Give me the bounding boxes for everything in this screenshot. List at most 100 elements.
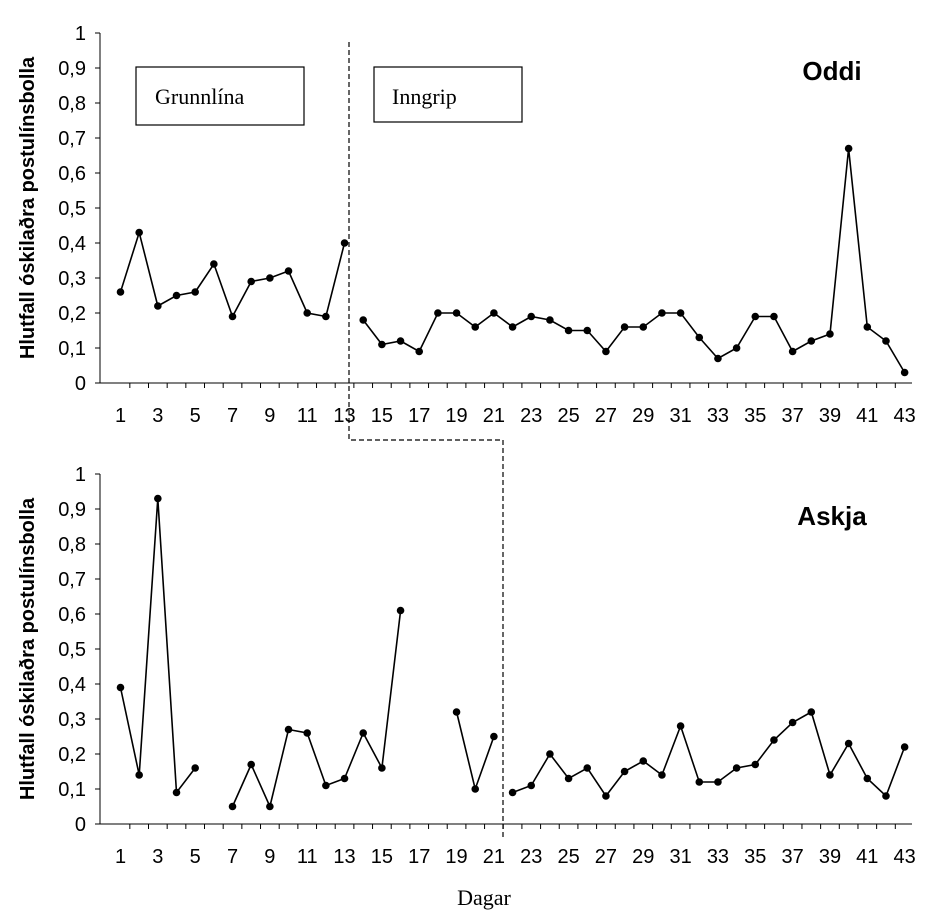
data-point: [228, 312, 237, 321]
data-point: [863, 774, 872, 783]
data-point: [340, 239, 349, 247]
x-tick-label: 11: [297, 846, 318, 868]
phase-box-intervention: [373, 66, 523, 123]
data-point: [826, 330, 834, 338]
y-axis-label: Hlutfall óskilaðra postulínsbolla: [17, 56, 39, 359]
x-tick-label: 29: [632, 405, 654, 427]
data-point: [359, 729, 368, 737]
data-point: [714, 354, 722, 363]
y-tick-label: 0,4: [58, 233, 86, 255]
y-tick-label: 0,1: [58, 338, 86, 360]
data-point: [751, 312, 760, 321]
data-point: [844, 739, 853, 748]
x-tick-label: 33: [707, 405, 729, 427]
data-point: [658, 309, 666, 317]
x-tick-label: 1: [115, 846, 126, 868]
y-tick-label: 1: [75, 464, 86, 486]
data-point: [490, 309, 498, 317]
x-tick-label: 7: [227, 846, 238, 868]
panel-title: Oddi: [802, 56, 861, 86]
data-point: [116, 683, 125, 692]
data-point: [154, 494, 162, 503]
data-point: [639, 757, 648, 765]
data-point: [452, 309, 461, 317]
data-point: [527, 781, 536, 790]
data-point: [228, 802, 237, 811]
data-point: [359, 316, 368, 324]
x-tick-label: 5: [190, 405, 201, 427]
data-point: [247, 760, 255, 769]
x-tick-label: 9: [264, 846, 275, 868]
data-point: [210, 260, 218, 268]
phase-box-baseline: [135, 66, 305, 126]
chart-panel-oddi: 00,10,20,30,40,50,60,70,80,911 3 5 7 9 11 13 15…: [17, 23, 916, 427]
data-point: [116, 288, 125, 296]
data-point: [546, 750, 554, 758]
y-tick-label: 0: [75, 373, 86, 395]
x-tick-label: 41: [856, 846, 878, 868]
y-axis-label: Hlutfall óskilaðra postulínsbolla: [17, 497, 39, 800]
data-point: [322, 312, 330, 321]
x-tick-label: 13: [333, 846, 355, 868]
x-tick-label: 11: [297, 405, 318, 427]
data-point: [639, 323, 648, 331]
x-tick-label: 23: [520, 846, 542, 868]
y-tick-label: 0,8: [58, 534, 86, 556]
data-point: [303, 309, 312, 317]
y-tick-label: 0,9: [58, 499, 86, 521]
x-tick-label: 19: [445, 405, 467, 427]
data-point: [583, 326, 592, 335]
data-point: [135, 228, 143, 237]
data-point: [378, 340, 386, 349]
data-point: [900, 368, 909, 377]
data-point: [882, 337, 890, 345]
data-point: [191, 288, 199, 296]
data-point: [602, 347, 610, 356]
data-point: [508, 788, 517, 797]
series-line: [455, 711, 495, 792]
y-tick-label: 0,3: [58, 709, 86, 731]
data-point: [676, 722, 685, 730]
x-tick-label: 7: [227, 405, 238, 427]
data-point: [882, 792, 890, 800]
x-tick-label: 43: [894, 405, 916, 427]
data-point: [471, 785, 480, 793]
data-point: [770, 312, 778, 321]
series-line: [362, 148, 906, 373]
data-point: [266, 802, 274, 811]
x-tick-label: 23: [520, 405, 542, 427]
x-tick-label: 3: [152, 405, 163, 427]
data-point: [396, 337, 405, 345]
x-tick-label: 3: [152, 846, 163, 868]
data-point: [732, 344, 741, 352]
data-point: [303, 729, 312, 737]
x-tick-label: 25: [557, 405, 579, 427]
x-tick-label: 33: [707, 846, 729, 868]
data-point: [172, 291, 181, 300]
x-tick-label: 1: [115, 405, 126, 427]
y-tick-label: 0,3: [58, 268, 86, 290]
x-tick-label: 27: [595, 405, 617, 427]
data-point: [322, 781, 330, 790]
data-point: [172, 788, 181, 797]
series-line: [512, 710, 906, 798]
y-tick-label: 0,2: [58, 744, 86, 766]
data-point: [154, 302, 162, 310]
data-point: [770, 736, 778, 744]
y-tick-label: 0: [75, 814, 86, 836]
data-point: [695, 778, 704, 786]
panel-title: Askja: [797, 501, 867, 531]
data-point: [676, 309, 685, 317]
data-point: [284, 725, 293, 734]
data-point: [508, 323, 517, 331]
phase-change-line: [348, 42, 504, 838]
data-point: [546, 316, 554, 324]
data-point: [620, 323, 629, 331]
x-tick-label: 31: [669, 405, 691, 427]
y-tick-label: 0,5: [58, 198, 86, 220]
y-tick-label: 0,6: [58, 163, 86, 185]
data-point: [415, 347, 424, 356]
data-point: [490, 732, 498, 741]
data-point: [751, 760, 760, 769]
